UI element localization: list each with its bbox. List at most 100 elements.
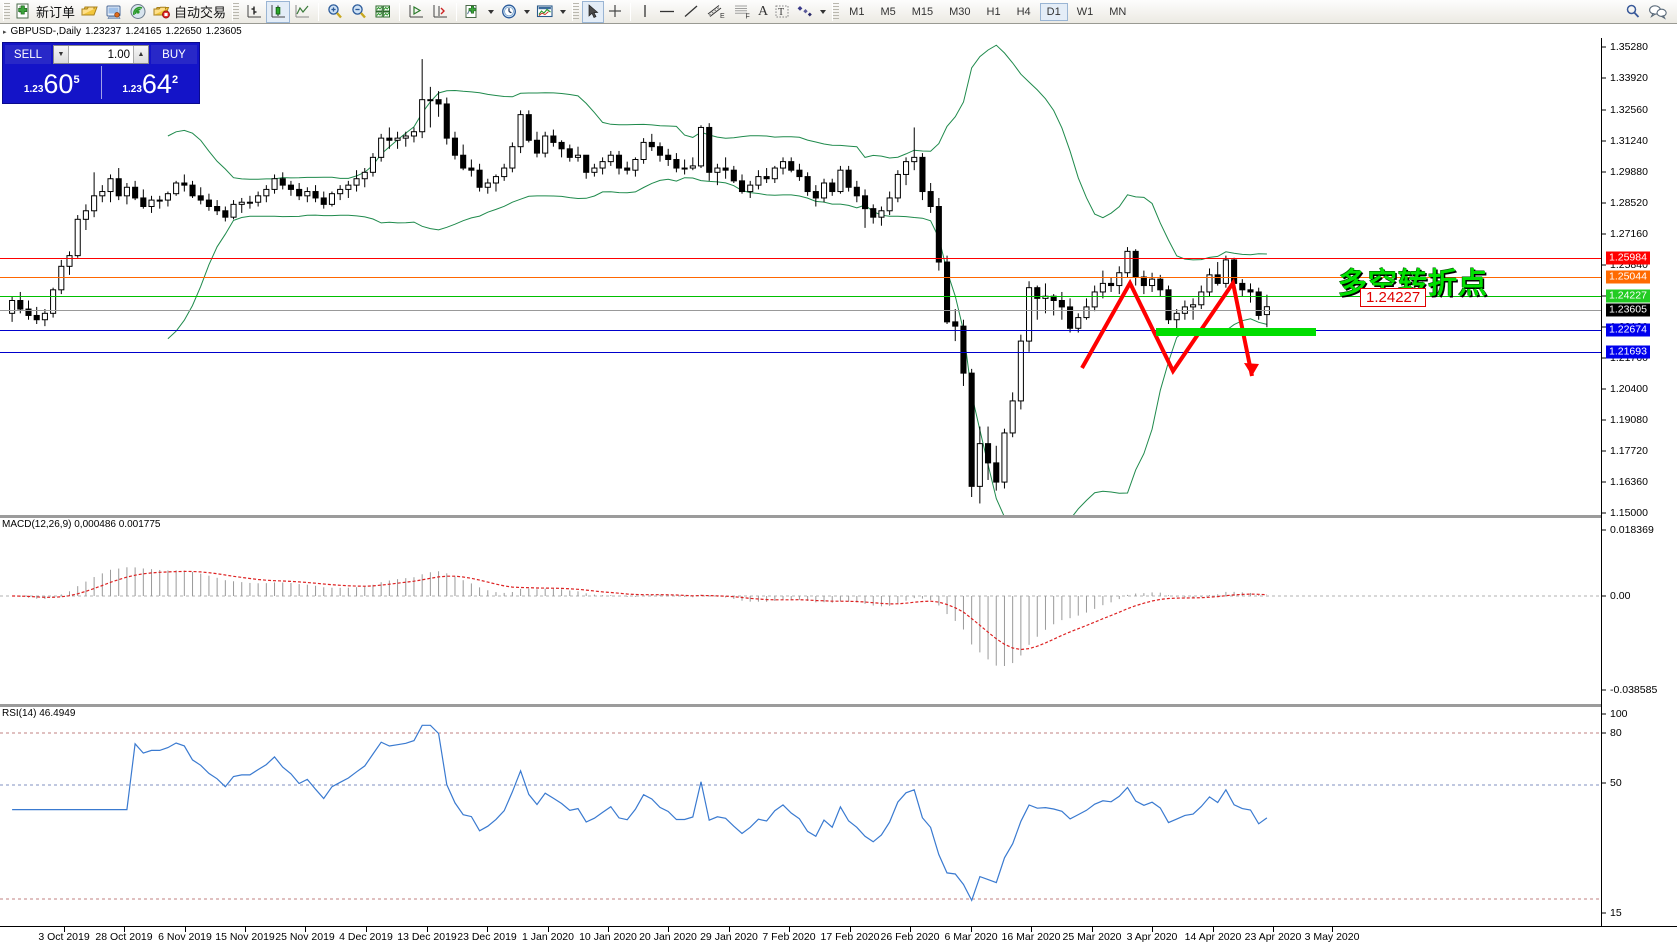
volume-increase-button[interactable]: ▲ bbox=[133, 46, 148, 63]
price-axis[interactable]: 1.35280 1.33920 1.32560 1.31240 1.29880 1.285… bbox=[1601, 38, 1677, 926]
symbol-info-bar: ▸ GBPUSD-,Daily 1.23237 1.24165 1.22650 … bbox=[0, 25, 1677, 38]
price-level-line[interactable] bbox=[0, 330, 1601, 331]
fibonacci-button[interactable]: F bbox=[729, 1, 755, 23]
date-tick bbox=[1031, 927, 1032, 932]
line-chart-icon bbox=[295, 5, 310, 18]
templates-button[interactable] bbox=[533, 1, 557, 23]
market-watch-button[interactable] bbox=[126, 1, 150, 23]
price-level-line[interactable] bbox=[0, 258, 1601, 259]
new-order-button[interactable]: 新订单 bbox=[13, 1, 78, 23]
buy-price-quote[interactable]: 1.23 64 2 bbox=[103, 66, 197, 99]
timeframe-w1[interactable]: W1 bbox=[1076, 5, 1094, 18]
rsi-separator[interactable] bbox=[0, 704, 1601, 707]
date-axis-label: 20 Jan 2020 bbox=[639, 931, 697, 943]
cursor-button[interactable] bbox=[582, 0, 605, 23]
sell-button[interactable]: SELL bbox=[5, 45, 51, 64]
chart-canvas[interactable]: 多空转折点 1.24227 MACD(12,26,9) 0,000486 0.0… bbox=[0, 38, 1601, 926]
zoom-out-button[interactable] bbox=[347, 1, 371, 23]
one-click-trading-panel[interactable]: SELL ▼ 1.00 ▲ BUY 1.23 60 5 1.23 64 2 bbox=[2, 42, 200, 104]
date-tick bbox=[1152, 927, 1153, 932]
toolbar-grip[interactable] bbox=[3, 2, 10, 21]
date-tick bbox=[1273, 927, 1274, 932]
price-level-line[interactable] bbox=[0, 310, 1601, 311]
price-tick bbox=[1602, 450, 1606, 452]
buy-button[interactable]: BUY bbox=[151, 45, 197, 64]
period-button[interactable] bbox=[497, 1, 521, 23]
volume-input[interactable]: ▼ 1.00 ▲ bbox=[53, 45, 149, 64]
sell-price-quote[interactable]: 1.23 60 5 bbox=[5, 66, 99, 99]
date-tick bbox=[1213, 927, 1214, 932]
crosshair-button[interactable] bbox=[604, 1, 626, 23]
date-tick bbox=[789, 927, 790, 932]
date-axis-label: 26 Feb 2020 bbox=[880, 931, 940, 943]
price-level-tag[interactable]: 1.25984 bbox=[1606, 251, 1650, 265]
price-tick bbox=[1602, 388, 1606, 390]
bollinger-lower-band bbox=[167, 177, 1268, 516]
shift-end-button[interactable] bbox=[404, 1, 428, 23]
volume-decrease-button[interactable]: ▼ bbox=[54, 46, 69, 63]
toolbar-grip-2[interactable] bbox=[232, 2, 240, 21]
terminal-button[interactable] bbox=[102, 1, 126, 23]
price-level-line[interactable] bbox=[0, 296, 1601, 297]
timeframe-m15[interactable]: M15 bbox=[911, 5, 934, 18]
svg-text:T: T bbox=[778, 7, 784, 18]
tile-windows-button[interactable] bbox=[371, 1, 395, 23]
date-tick bbox=[487, 927, 488, 932]
candlestick-chart-button[interactable] bbox=[266, 0, 291, 23]
price-level-tag[interactable]: 1.23605 bbox=[1606, 303, 1650, 317]
annotation-price-box[interactable]: 1.24227 bbox=[1360, 288, 1427, 307]
equidistant-channel-button[interactable]: E bbox=[703, 1, 729, 23]
price-axis-label: 1.33920 bbox=[1610, 72, 1648, 84]
symbol-name: GBPUSD-,Daily bbox=[10, 26, 82, 37]
timeframe-m5[interactable]: M5 bbox=[880, 5, 896, 18]
chat-button[interactable] bbox=[1645, 1, 1671, 23]
main-toolbar: 新订单 自动交易 bbox=[0, 0, 1677, 24]
macd-separator[interactable] bbox=[0, 515, 1601, 518]
price-level-line[interactable] bbox=[0, 352, 1601, 353]
arrows-dropdown-caret[interactable] bbox=[820, 9, 827, 14]
search-button[interactable] bbox=[1621, 1, 1645, 23]
timeframe-d1[interactable]: D1 bbox=[1039, 2, 1068, 21]
price-axis-label: 1.32560 bbox=[1610, 104, 1648, 116]
indicators-dropdown-caret[interactable] bbox=[488, 9, 495, 14]
new-order-label: 新订单 bbox=[36, 5, 76, 20]
zoom-in-button[interactable] bbox=[323, 1, 347, 23]
date-axis[interactable]: 3 Oct 2019 28 Oct 2019 6 Nov 2019 15 Nov 20… bbox=[0, 926, 1677, 944]
period-dropdown-caret[interactable] bbox=[524, 9, 531, 14]
vertical-line-button[interactable] bbox=[635, 1, 655, 23]
toolbar-grip-4[interactable] bbox=[832, 2, 840, 21]
autotrading-button[interactable]: 自动交易 bbox=[150, 1, 229, 23]
text-button[interactable]: A bbox=[755, 1, 771, 23]
volume-value[interactable]: 1.00 bbox=[107, 48, 130, 61]
timeframe-h1[interactable]: H1 bbox=[986, 5, 1001, 18]
arrows-button[interactable] bbox=[793, 1, 817, 23]
date-tick bbox=[1332, 927, 1333, 932]
tile-windows-icon bbox=[375, 5, 391, 18]
symbol-expand-icon[interactable]: ▸ bbox=[3, 28, 7, 36]
indicators-button[interactable] bbox=[461, 1, 485, 23]
sell-price-big: 60 bbox=[43, 69, 74, 99]
trendline-button[interactable] bbox=[679, 1, 703, 23]
folder-yellow-icon bbox=[81, 6, 98, 16]
horizontal-line-button[interactable] bbox=[655, 1, 679, 23]
price-axis-label: 1.31240 bbox=[1610, 135, 1648, 147]
line-chart-button[interactable] bbox=[290, 1, 314, 23]
bar-chart-button[interactable] bbox=[242, 1, 266, 23]
timeframe-mn[interactable]: MN bbox=[1109, 5, 1127, 18]
timeframe-m30[interactable]: M30 bbox=[949, 5, 971, 18]
expert-advisors-button[interactable] bbox=[78, 1, 102, 23]
auto-scroll-button[interactable] bbox=[428, 1, 452, 23]
toolbar-grip-3[interactable] bbox=[572, 2, 580, 21]
price-level-tag[interactable]: 1.22674 bbox=[1606, 323, 1650, 337]
timeframe-h4[interactable]: H4 bbox=[1016, 5, 1031, 18]
price-level-line[interactable] bbox=[0, 277, 1601, 278]
timeframe-m1[interactable]: M1 bbox=[849, 5, 865, 18]
text-label-button[interactable]: T bbox=[771, 1, 793, 23]
price-level-tag[interactable]: 1.21693 bbox=[1606, 345, 1650, 359]
price-level-tag[interactable]: 1.25044 bbox=[1606, 270, 1650, 284]
channel-icon: E bbox=[707, 5, 725, 20]
clock-icon bbox=[502, 4, 516, 19]
templates-dropdown-caret[interactable] bbox=[560, 9, 567, 14]
subwindow-tick bbox=[1602, 595, 1606, 597]
price-level-tag[interactable]: 1.24227 bbox=[1606, 289, 1650, 303]
